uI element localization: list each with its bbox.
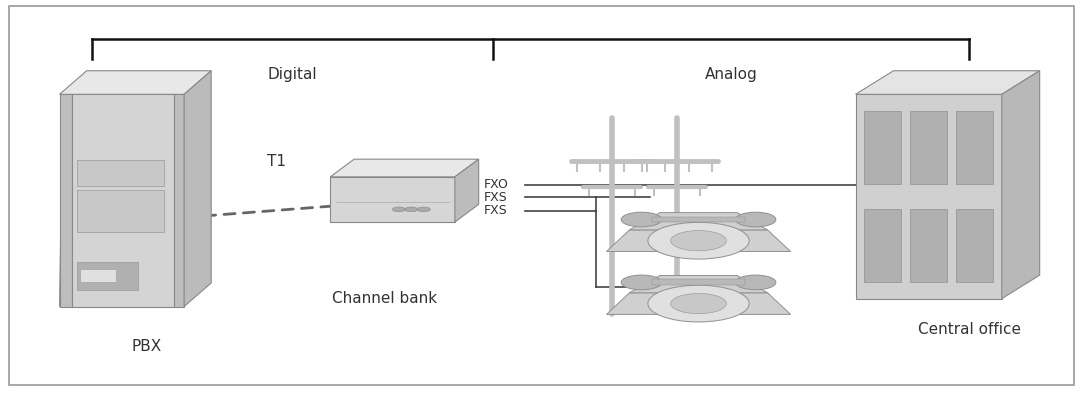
Circle shape xyxy=(125,167,131,170)
Circle shape xyxy=(622,212,662,227)
Polygon shape xyxy=(455,159,479,222)
Polygon shape xyxy=(629,213,768,230)
Polygon shape xyxy=(60,92,78,307)
Circle shape xyxy=(142,167,148,170)
Bar xyxy=(80,270,116,282)
Circle shape xyxy=(151,174,157,176)
Text: T1: T1 xyxy=(266,154,286,169)
Bar xyxy=(910,209,948,282)
Polygon shape xyxy=(174,94,184,307)
Bar xyxy=(956,111,993,184)
Circle shape xyxy=(670,294,727,314)
Polygon shape xyxy=(60,71,211,94)
Polygon shape xyxy=(856,71,1040,94)
Bar xyxy=(77,190,164,232)
Text: Central office: Central office xyxy=(917,322,1021,337)
Circle shape xyxy=(125,171,131,173)
Text: Channel bank: Channel bank xyxy=(331,291,438,306)
Circle shape xyxy=(622,275,662,290)
Circle shape xyxy=(133,171,140,173)
Circle shape xyxy=(125,174,131,176)
Circle shape xyxy=(405,207,418,212)
Text: FXS: FXS xyxy=(484,204,508,217)
Polygon shape xyxy=(1002,71,1040,299)
Polygon shape xyxy=(856,94,1002,299)
Polygon shape xyxy=(606,293,791,314)
Circle shape xyxy=(735,275,775,290)
Circle shape xyxy=(670,231,727,251)
Bar xyxy=(910,111,948,184)
Polygon shape xyxy=(606,230,791,252)
Circle shape xyxy=(151,167,157,170)
Bar xyxy=(864,111,901,184)
Polygon shape xyxy=(652,217,745,222)
Circle shape xyxy=(133,174,140,176)
Text: PBX: PBX xyxy=(131,339,161,354)
Polygon shape xyxy=(652,279,745,285)
Polygon shape xyxy=(330,177,455,222)
Polygon shape xyxy=(60,94,71,307)
Text: FXS: FXS xyxy=(484,191,508,204)
Text: FXO: FXO xyxy=(484,178,509,191)
Bar xyxy=(77,262,139,290)
Circle shape xyxy=(133,167,140,170)
Polygon shape xyxy=(71,94,174,307)
Circle shape xyxy=(648,222,749,259)
Circle shape xyxy=(735,212,775,227)
Polygon shape xyxy=(75,73,208,307)
Bar xyxy=(864,209,901,282)
Circle shape xyxy=(142,174,148,176)
Polygon shape xyxy=(629,275,768,293)
Circle shape xyxy=(417,207,430,212)
Text: Analog: Analog xyxy=(705,67,757,82)
Circle shape xyxy=(142,171,148,173)
Polygon shape xyxy=(184,71,211,307)
Circle shape xyxy=(151,171,157,173)
Bar xyxy=(77,160,164,185)
Circle shape xyxy=(648,285,749,322)
Polygon shape xyxy=(330,159,479,177)
Circle shape xyxy=(392,207,405,212)
Text: Digital: Digital xyxy=(268,67,317,82)
Bar xyxy=(956,209,993,282)
